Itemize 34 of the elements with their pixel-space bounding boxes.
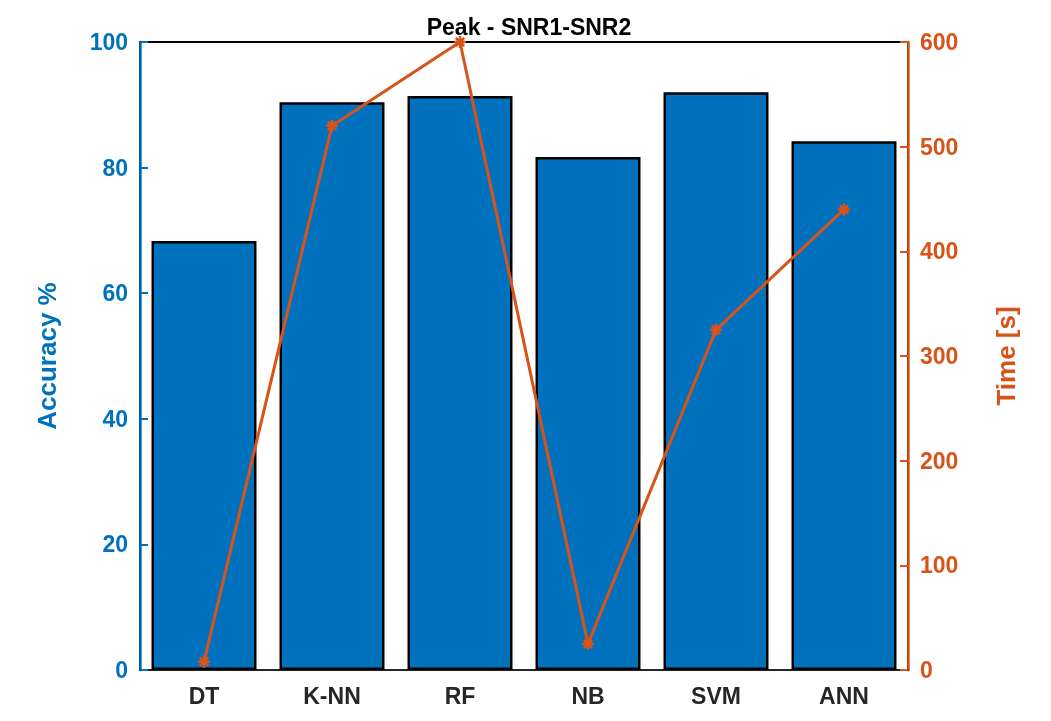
y2-tick-label: 500 — [920, 133, 959, 160]
y2-tick-label: 0 — [920, 657, 933, 683]
y2-tick-label: 600 — [920, 29, 959, 55]
y-tick-label: 60 — [102, 280, 128, 307]
bar — [663, 92, 769, 670]
point — [452, 34, 468, 50]
y-tick-label: 80 — [102, 154, 128, 181]
y2-tick-label: 400 — [920, 238, 959, 265]
y-tick-label: 40 — [102, 405, 128, 432]
y2-tick-label: 100 — [920, 552, 959, 579]
point — [196, 654, 212, 669]
y-tick-label: 0 — [115, 657, 128, 683]
bar — [151, 241, 257, 670]
point — [580, 636, 596, 652]
x-tick-label: DT — [188, 682, 220, 709]
bar — [279, 102, 385, 670]
bar — [535, 156, 641, 670]
x-tick-label: RF — [444, 682, 476, 709]
x-tick-label: NB — [571, 682, 605, 709]
y2-tick-label: 300 — [920, 343, 959, 369]
y-tick-label: 20 — [102, 531, 128, 558]
bar — [791, 141, 897, 670]
x-tick-label: ANN — [819, 682, 869, 709]
point — [708, 322, 724, 338]
y-tick-label: 100 — [89, 29, 128, 55]
point — [324, 118, 340, 133]
x-tick-label: SVM — [691, 682, 741, 709]
y2-axis-title: Time [s] — [991, 306, 1021, 406]
bar — [407, 96, 513, 670]
y2-tick-label: 200 — [920, 447, 959, 474]
chart-title: Peak - SNR1-SNR2 — [426, 13, 632, 40]
point — [836, 202, 852, 217]
y-axis-title: Accuracy % — [32, 282, 62, 430]
x-tick-label: K-NN — [303, 682, 361, 709]
